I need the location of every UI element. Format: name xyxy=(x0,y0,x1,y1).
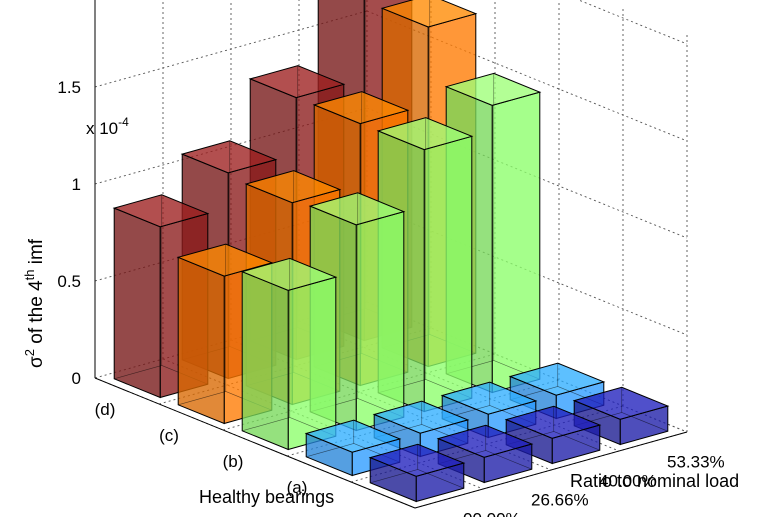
bar-top-face xyxy=(304,419,402,453)
bar-top-face xyxy=(440,381,538,415)
bar xyxy=(368,443,466,503)
bar-side-face xyxy=(241,270,289,451)
bar-top-face xyxy=(180,140,278,174)
z-tick-label: 1.5 xyxy=(57,78,81,97)
load-category-label: 53.33% xyxy=(667,453,725,472)
chart-labels: x 10-4 σ2 of the 4th imf Healthy bearing… xyxy=(22,78,739,517)
bar-top-face xyxy=(572,386,670,420)
bar-top-face xyxy=(176,243,274,277)
axis-line xyxy=(94,377,416,509)
bar-top-face xyxy=(244,170,342,204)
bar-top-face xyxy=(376,117,474,151)
bar-top-face xyxy=(240,257,338,291)
bar-top-face xyxy=(504,405,602,439)
bar-top-face xyxy=(380,0,478,28)
bar-top-face xyxy=(436,424,534,458)
bar-top-face xyxy=(508,362,606,396)
z-tick-label: 1 xyxy=(72,175,81,194)
bearing-axis-label: Healthy bearings xyxy=(199,487,334,507)
z-tick-label: 0 xyxy=(72,369,81,388)
bar-top-face xyxy=(312,91,410,125)
bar-front-face xyxy=(491,91,541,394)
bar xyxy=(504,405,602,465)
bar xyxy=(372,400,470,458)
bar-front-face xyxy=(355,210,405,432)
chart-bars xyxy=(112,0,670,503)
bearing-category-label: (a) xyxy=(287,478,308,497)
bearing-category-label: (c) xyxy=(159,426,179,445)
bar xyxy=(572,386,670,446)
bearing-category-label: (b) xyxy=(223,452,244,471)
bar-top-face xyxy=(444,72,542,106)
z-tick-label: 0.5 xyxy=(57,272,81,291)
y-axis-label: σ2 of the 4th imf xyxy=(22,238,47,368)
axis-line xyxy=(414,431,688,509)
load-category-label: 40.00% xyxy=(599,472,657,491)
bar-front-face xyxy=(423,135,473,413)
bar-side-face xyxy=(113,207,161,399)
load-category-label: 00.00% xyxy=(463,510,521,517)
load-axis-label: Ratio to nominal load xyxy=(570,471,739,491)
bar xyxy=(436,424,534,484)
bar-top-face xyxy=(248,65,346,99)
multiplier-label: x 10-4 xyxy=(86,115,129,138)
bar-top-face xyxy=(308,192,406,226)
bearing-category-label: (d) xyxy=(95,400,116,419)
bar-hidden-edge xyxy=(370,469,464,489)
bar-top-face xyxy=(368,443,466,477)
load-category-label: 26.66% xyxy=(531,491,589,510)
bar xyxy=(240,257,338,451)
bar-top-face xyxy=(112,194,210,228)
bar-top-face xyxy=(372,400,470,434)
bar-front-face xyxy=(287,276,337,451)
